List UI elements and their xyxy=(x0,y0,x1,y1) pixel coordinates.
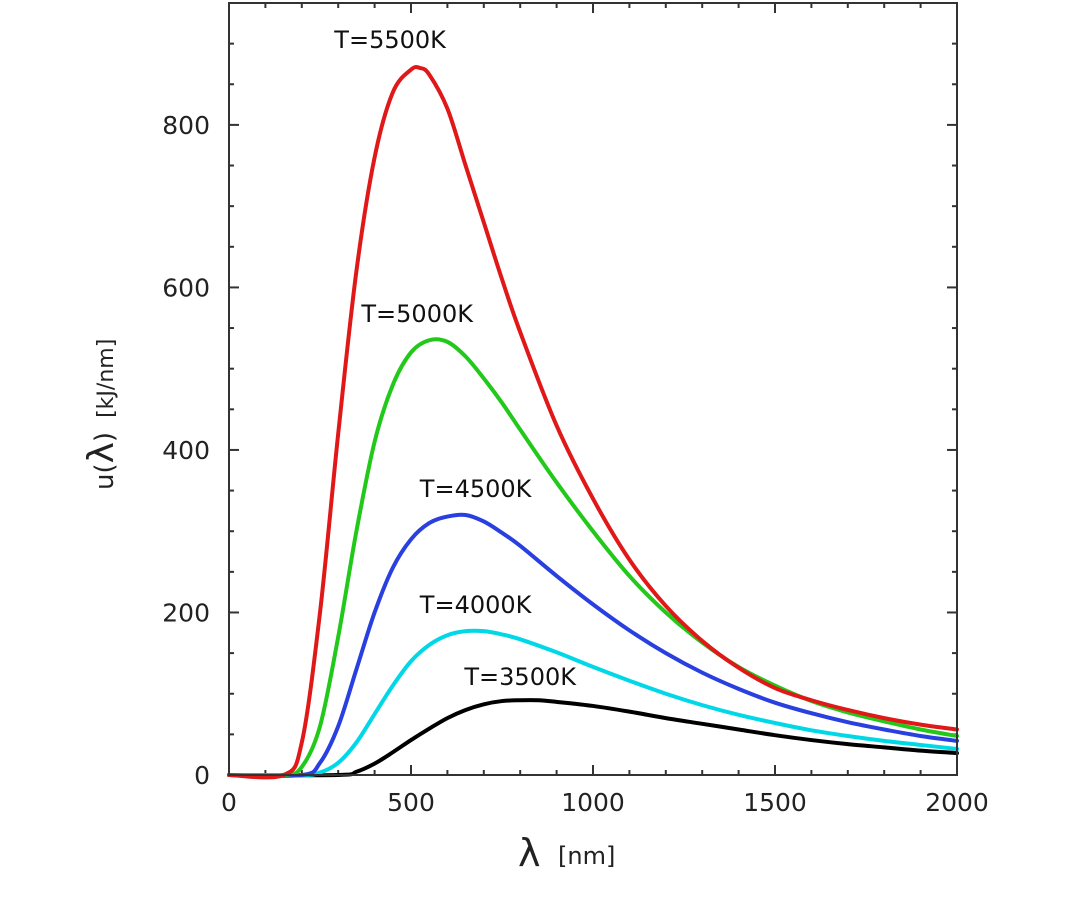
y-axis-title: u(λ) [kJ/nm] xyxy=(81,339,122,490)
y-axis-prefix: u( xyxy=(90,463,120,490)
y-tick-label: 200 xyxy=(162,598,210,627)
y-axis-symbol: λ xyxy=(81,442,122,463)
label-layer: 0 500 1000 1500 2000 0 200 400 600 800 T=3500K T=40… xyxy=(162,26,989,817)
y-tick-label: 400 xyxy=(162,436,210,465)
series-label-t3500k: T=3500K xyxy=(463,663,577,691)
x-axis-symbol: λ xyxy=(518,831,541,875)
x-tick-label: 0 xyxy=(221,788,237,817)
y-tick-label: 800 xyxy=(162,111,210,140)
y-tick-label: 0 xyxy=(194,761,210,790)
y-axis-title-text: u(λ) [kJ/nm] xyxy=(81,339,122,490)
y-axis-suffix: ) xyxy=(90,432,120,442)
plot-frame xyxy=(228,2,958,776)
series-label-t4500k: T=4500K xyxy=(419,475,533,503)
series-label-t5500k: T=5500K xyxy=(333,26,447,54)
x-axis-unit: [nm] xyxy=(558,842,615,870)
y-axis-unit: [kJ/nm] xyxy=(94,339,119,418)
series-label-t4000k: T=4000K xyxy=(419,591,533,619)
x-tick-label: 1000 xyxy=(561,788,625,817)
series-label-t5000k: T=5000K xyxy=(360,300,474,328)
x-tick-label: 500 xyxy=(387,788,435,817)
series-line-t4000k xyxy=(227,628,959,778)
series-line-t5500k xyxy=(227,65,959,780)
series-layer xyxy=(227,65,959,780)
x-axis-title: λ [nm] xyxy=(518,831,615,875)
series-line-t3500k xyxy=(227,698,959,778)
x-tick-label: 2000 xyxy=(925,788,989,817)
x-tick-label: 1500 xyxy=(743,788,807,817)
y-tick-label: 600 xyxy=(162,273,210,302)
series-line-t4500k xyxy=(227,512,959,778)
